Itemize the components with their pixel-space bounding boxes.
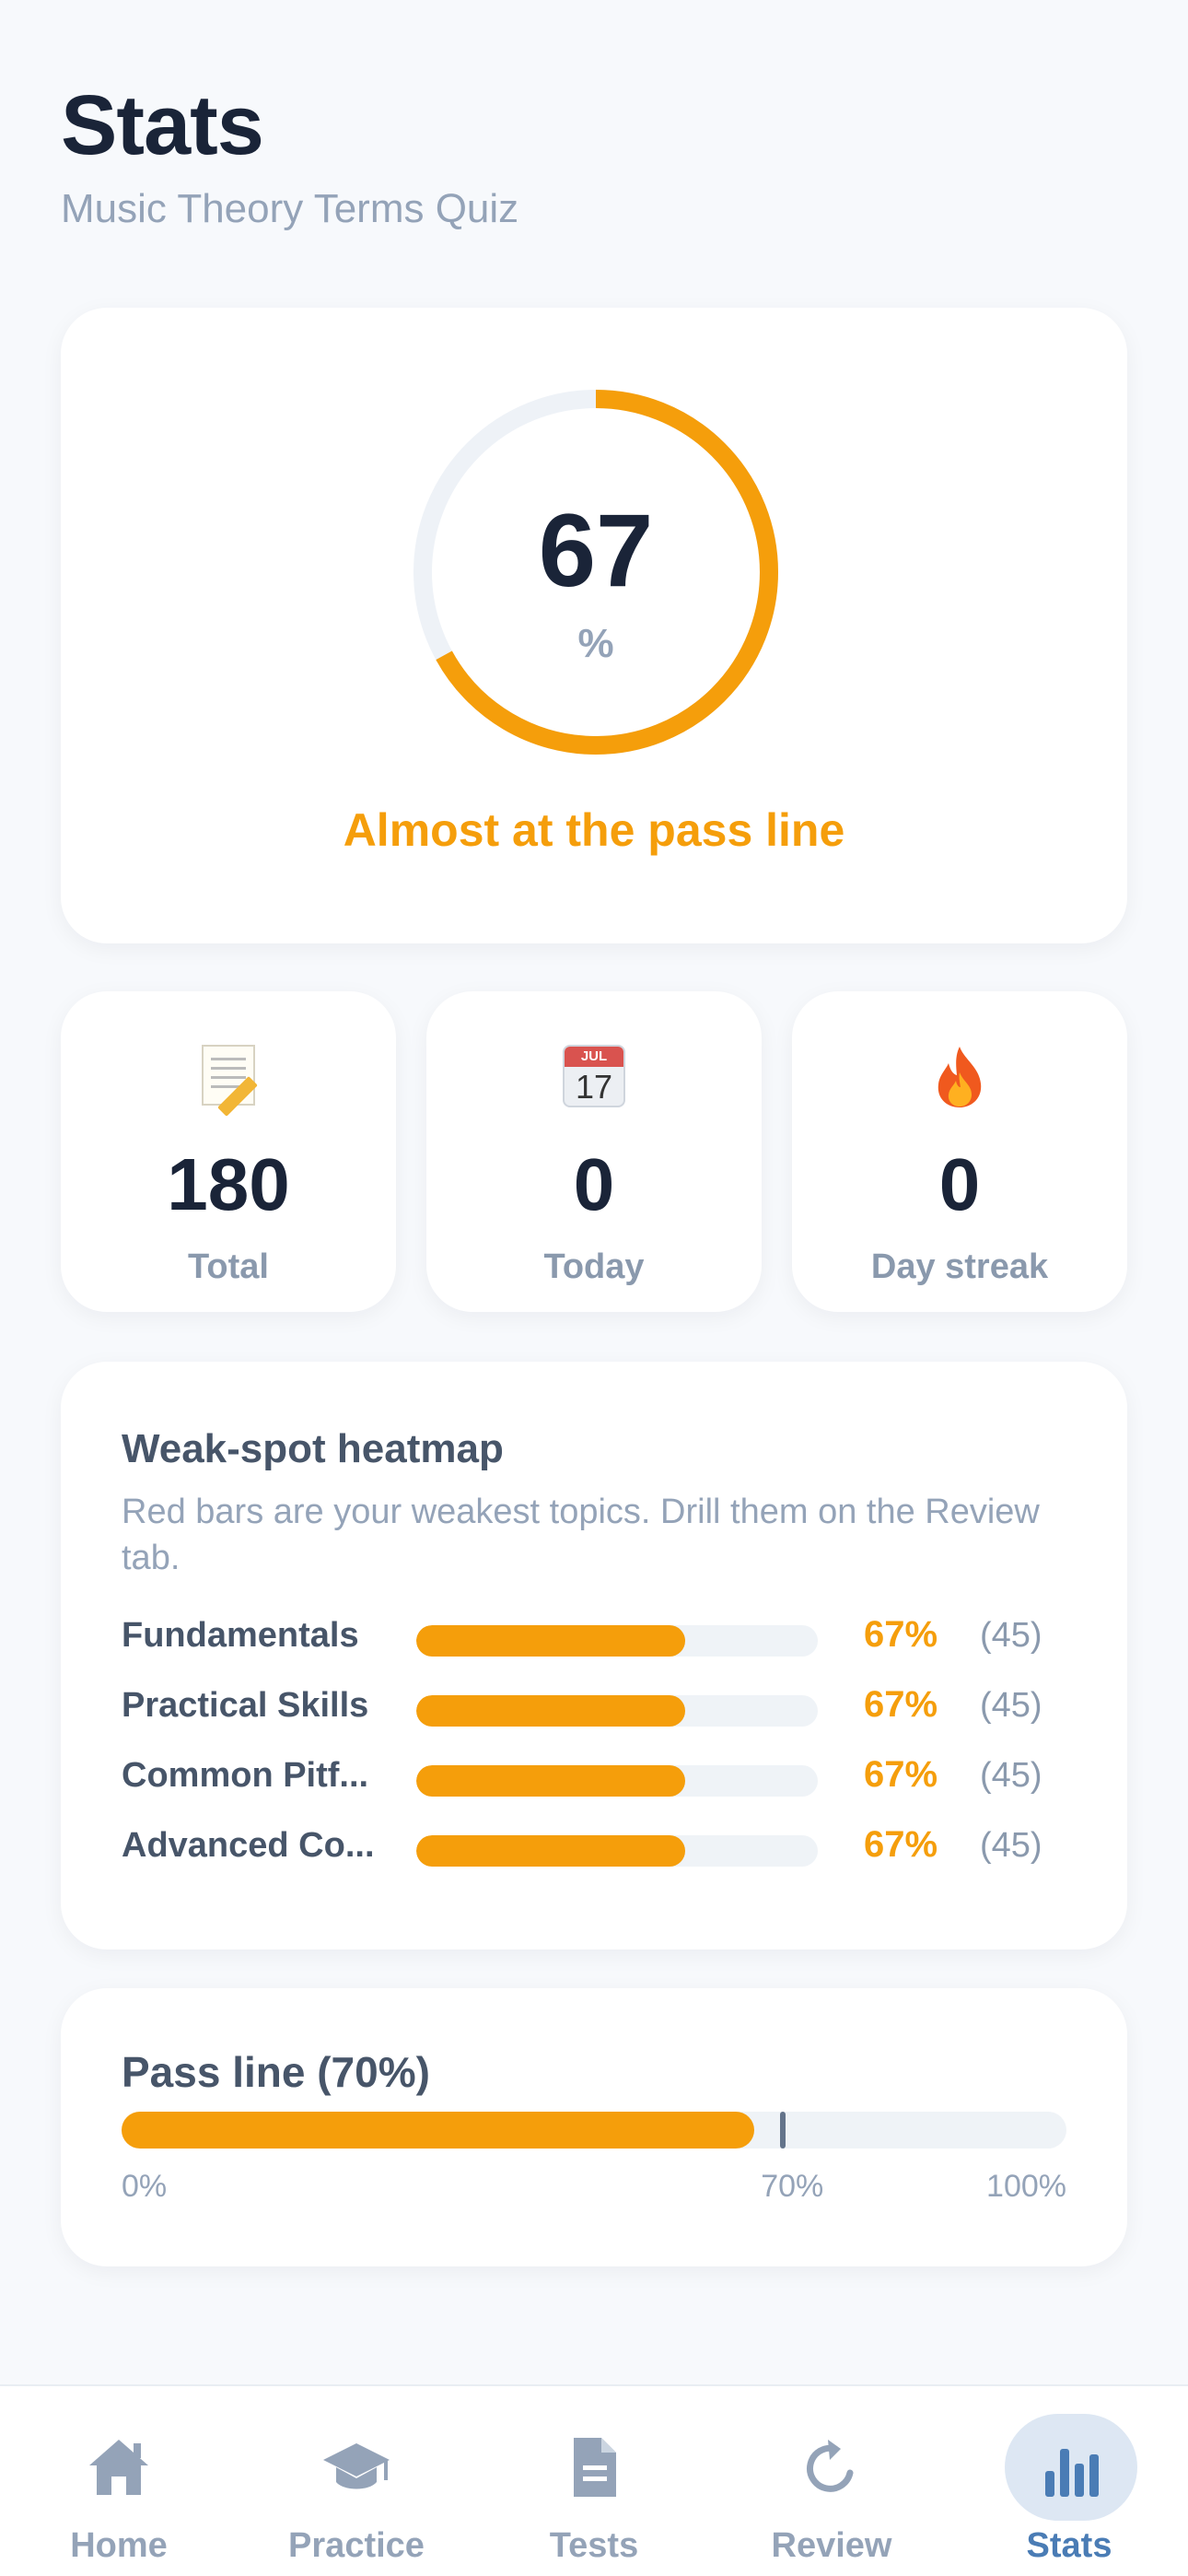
bottom-tab-bar: Home Practice Tests Review Stats [0, 2384, 1188, 2576]
score-card: 67 % Almost at the pass line [61, 308, 1127, 943]
stat-label: Today [543, 1247, 645, 1286]
stat-value: 0 [938, 1143, 981, 1225]
page-title: Stats [61, 78, 264, 172]
topic-bar-track [416, 1835, 818, 1867]
stat-label: Day streak [870, 1247, 1049, 1286]
topic-name: Advanced Co... [122, 1826, 375, 1865]
tab-label: Home [70, 2526, 168, 2565]
pass-tick-min: 0% [122, 2169, 168, 2204]
page-subtitle: Music Theory Terms Quiz [61, 186, 519, 231]
topic-percent: 67% [864, 1824, 938, 1865]
calendar-month: JUL [565, 1047, 623, 1067]
pass-line-card: Pass line (70%) 0% 70% 100% [61, 1988, 1127, 2266]
topic-percent: 67% [864, 1614, 938, 1655]
score-ring: 67 % [413, 389, 779, 755]
topic-count: (45) [980, 1756, 1042, 1795]
topic-bar-fill [416, 1765, 686, 1797]
heatmap-row[interactable]: Practical Skills 67% (45) [122, 1680, 1079, 1736]
heatmap-title: Weak-spot heatmap [122, 1426, 504, 1471]
topic-name: Fundamentals [122, 1616, 359, 1655]
topic-count: (45) [980, 1686, 1042, 1725]
topic-bar-track [416, 1625, 818, 1657]
home-icon [82, 2430, 156, 2504]
score-unit: % [577, 621, 614, 666]
stat-tile-total: 180 Total [61, 991, 396, 1312]
tab-tests[interactable]: Tests [475, 2386, 713, 2576]
heatmap-row[interactable]: Advanced Co... 67% (45) [122, 1821, 1079, 1876]
stat-value: 0 [573, 1143, 615, 1225]
pass-line-track [122, 2112, 1066, 2149]
tab-stats[interactable]: Stats [950, 2386, 1188, 2576]
topic-name: Practical Skills [122, 1686, 369, 1725]
pass-threshold-marker [780, 2112, 786, 2149]
topic-bar-track [416, 1765, 818, 1797]
stat-label: Total [188, 1247, 269, 1286]
heatmap-row[interactable]: Common Pitf... 67% (45) [122, 1751, 1079, 1806]
pass-line-fill [122, 2112, 755, 2149]
tab-practice[interactable]: Practice [238, 2386, 475, 2576]
pass-tick-max: 100% [986, 2169, 1066, 2204]
refresh-icon [795, 2430, 868, 2504]
topic-bar-fill [416, 1625, 686, 1657]
heatmap-row[interactable]: Fundamentals 67% (45) [122, 1610, 1079, 1666]
tab-label: Stats [1026, 2526, 1112, 2565]
score-value: 67 [538, 493, 654, 608]
calendar-icon: JUL 17 [563, 1045, 625, 1107]
calendar-day: 17 [575, 1068, 613, 1106]
score-ring-progress [413, 390, 778, 755]
topic-bar-track [416, 1695, 818, 1727]
score-message: Almost at the pass line [343, 804, 845, 856]
tab-label: Practice [288, 2526, 425, 2565]
tab-label: Review [771, 2526, 892, 2565]
document-icon [557, 2430, 631, 2504]
pass-line-title: Pass line (70%) [122, 2048, 430, 2096]
topic-percent: 67% [864, 1684, 938, 1725]
active-tab-indicator [1005, 2414, 1137, 2521]
topic-count: (45) [980, 1826, 1042, 1865]
bar-chart-icon [1032, 2430, 1106, 2504]
heatmap-card: Weak-spot heatmap Red bars are your weak… [61, 1362, 1127, 1950]
tab-home[interactable]: Home [0, 2386, 238, 2576]
stat-tile-streak: 0 Day streak [792, 991, 1127, 1312]
stat-value: 180 [167, 1143, 290, 1225]
heatmap-description: Red bars are your weakest topics. Drill … [122, 1493, 1040, 1577]
topic-percent: 67% [864, 1754, 938, 1795]
tab-label: Tests [549, 2526, 639, 2565]
stat-tile-today: JUL 17 0 Today [426, 991, 762, 1312]
topic-name: Common Pitf... [122, 1756, 369, 1795]
topic-count: (45) [980, 1616, 1042, 1655]
graduation-cap-icon [320, 2430, 393, 2504]
memo-icon [202, 1045, 255, 1106]
topic-bar-fill [416, 1695, 686, 1727]
pass-tick-threshold: 70% [761, 2169, 824, 2204]
tab-review[interactable]: Review [713, 2386, 950, 2576]
topic-bar-fill [416, 1835, 686, 1867]
fire-icon [938, 1047, 982, 1107]
